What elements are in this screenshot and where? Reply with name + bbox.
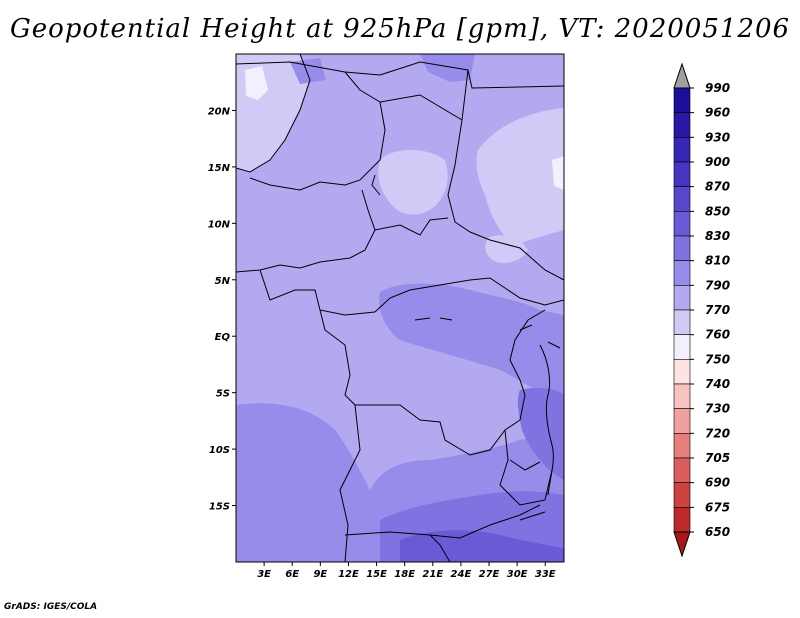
colorbar-label: 750 xyxy=(705,352,730,366)
colorbar-swatch xyxy=(673,383,691,409)
longitude-axis: 3E 6E 9E 12E 15E 18E 21E 24E 27E 30E 33E xyxy=(257,562,556,580)
lat-tick-label: 5S xyxy=(216,389,230,400)
lat-tick-label: 10S xyxy=(209,445,230,456)
colorbar-swatch xyxy=(673,309,691,335)
colorbar-label: 675 xyxy=(705,500,730,514)
colorbar-label: 705 xyxy=(705,451,730,465)
colorbar-label: 720 xyxy=(705,426,730,440)
lon-tick-label: 12E xyxy=(338,569,359,580)
lat-tick-label: 10N xyxy=(208,219,231,230)
colorbar-label: 740 xyxy=(705,377,730,391)
colorbar-swatch xyxy=(673,482,691,508)
colorbar-label: 870 xyxy=(705,180,730,194)
colorbar-swatch xyxy=(673,211,691,237)
colorbar-label: 760 xyxy=(705,328,730,342)
field-810-congo xyxy=(379,283,564,400)
field-830-east xyxy=(517,387,564,480)
map-plot-area xyxy=(236,54,564,562)
colorbar-label: 960 xyxy=(705,106,730,120)
lon-tick-label: 6E xyxy=(285,569,299,580)
colorbar-label: 930 xyxy=(705,130,730,144)
field-760-white xyxy=(245,66,268,100)
lat-tick-label: EQ xyxy=(215,332,231,343)
lon-tick-label: 33E xyxy=(535,569,556,580)
lat-tick-label: 15S xyxy=(209,502,230,513)
colorbar-label: 990 xyxy=(705,81,730,95)
colorbar-swatch xyxy=(673,161,691,187)
lon-tick-label: 24E xyxy=(451,569,472,580)
field-770-patch xyxy=(485,235,528,264)
lat-tick-label: 15N xyxy=(208,163,231,174)
colorbar-label: 690 xyxy=(705,476,730,490)
colorbar-top-arrow xyxy=(673,62,691,89)
lon-tick-label: 30E xyxy=(507,569,528,580)
credit-label: GrADS: IGES/COLA xyxy=(4,602,98,612)
field-850-south xyxy=(400,530,564,562)
colorbar-swatch xyxy=(673,260,691,286)
colorbar-label: 850 xyxy=(705,204,730,218)
colorbar-label: 830 xyxy=(705,229,730,243)
lon-tick-label: 27E xyxy=(479,569,500,580)
colorbar-swatch xyxy=(673,87,691,113)
colorbar: 990 960 930 900 870 850 830 810 790 770 760 750 740 7… xyxy=(673,62,730,558)
colorbar-swatch xyxy=(673,408,691,434)
colorbar-swatch xyxy=(673,186,691,212)
lon-tick-label: 3E xyxy=(257,569,271,580)
map-title: Geopotential Height at 925hPa [gpm], VT:… xyxy=(9,14,791,44)
colorbar-swatch xyxy=(673,334,691,360)
field-810-top xyxy=(290,58,326,84)
colorbar-bottom-arrow xyxy=(673,531,691,558)
colorbar-label: 650 xyxy=(705,525,730,539)
lat-tick-label: 5N xyxy=(215,276,231,287)
field-770-chad xyxy=(378,149,448,215)
colorbar-swatch xyxy=(673,285,691,311)
field-810-north xyxy=(420,54,475,82)
lon-tick-label: 9E xyxy=(313,569,327,580)
lon-tick-label: 21E xyxy=(422,569,443,580)
colorbar-label: 790 xyxy=(705,278,730,292)
field-760-white-ne xyxy=(552,156,564,190)
colorbar-label: 810 xyxy=(705,254,730,268)
latitude-axis: 20N 15N 10N 5N EQ 5S 10S 15S xyxy=(208,106,236,513)
colorbar-swatch xyxy=(673,507,691,533)
country-borders xyxy=(236,54,564,562)
colorbar-swatch xyxy=(673,433,691,459)
colorbar-swatch xyxy=(673,235,691,261)
field-770-sudan xyxy=(476,108,564,245)
colorbar-label: 770 xyxy=(705,303,730,317)
colorbar-swatch xyxy=(673,112,691,138)
colorbar-label: 730 xyxy=(705,402,730,416)
colorbar-swatch xyxy=(673,137,691,163)
plot-frame xyxy=(235,53,565,563)
colorbar-label: 900 xyxy=(705,155,730,169)
colorbar-swatch xyxy=(673,457,691,483)
colorbar-swatch xyxy=(673,359,691,385)
lon-tick-label: 15E xyxy=(366,569,387,580)
lat-tick-label: 20N xyxy=(208,106,231,117)
lon-tick-label: 18E xyxy=(394,569,415,580)
